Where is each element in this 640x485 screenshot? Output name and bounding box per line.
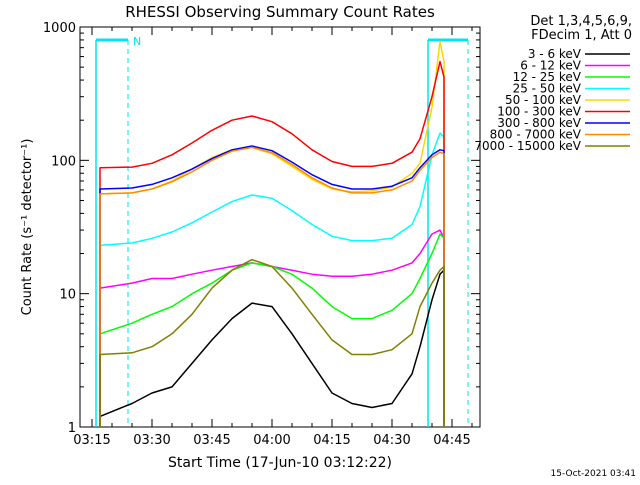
y-tick-label: 1000: [43, 21, 76, 36]
x-tick-label: 03:45: [193, 433, 230, 448]
series-line: [99, 60, 445, 427]
legend-title-line-1: Det 1,3,4,5,6,9,: [530, 14, 632, 29]
series-line: [99, 132, 445, 427]
legend-entry-label: 300 - 800 keV: [497, 116, 581, 130]
x-tick-label: 04:15: [313, 433, 350, 448]
series-line: [99, 229, 445, 427]
series-line: [99, 145, 445, 427]
legend-entry-label: 50 - 100 keV: [505, 93, 582, 107]
legend-title-line-2: FDecim 1, Att 0: [531, 28, 632, 43]
series-line: [99, 269, 445, 427]
y-tick-label: 100: [51, 154, 76, 169]
legend-entry-label: 12 - 25 keV: [513, 70, 582, 84]
y-axis-label: Count Rate (s⁻¹ detector⁻¹): [20, 139, 35, 316]
legend: Det 1,3,4,5,6,9, FDecim 1, Att 0 3 - 6 k…: [474, 14, 632, 153]
series-line: [99, 258, 445, 427]
y-tick-label: 1: [68, 421, 76, 436]
axis-layer: 03:15 03:30 03:45 04:00 04:15 04:30 04:45 1 10 10…: [43, 21, 480, 448]
x-tick-label: 04:30: [373, 433, 410, 448]
attenuator-markers: N: [95, 35, 469, 427]
state-marker-label: N: [133, 35, 141, 48]
chart-title: RHESSI Observing Summary Count Rates: [125, 3, 435, 21]
series-layer: [99, 40, 445, 427]
legend-entry-label: 6 - 12 keV: [520, 59, 582, 73]
legend-entry-label: 7000 - 15000 keV: [474, 139, 581, 153]
legend-entry-label: 3 - 6 keV: [528, 47, 582, 61]
x-axis-label: Start Time (17-Jun-10 03:12:22): [168, 455, 392, 471]
x-tick-label: 03:30: [133, 433, 170, 448]
series-line: [99, 146, 445, 427]
legend-entry-label: 100 - 300 keV: [497, 105, 581, 119]
legend-entry-label: 800 - 7000 keV: [490, 128, 582, 142]
x-tick-label: 03:15: [73, 433, 110, 448]
y-tick-label: 10: [59, 288, 76, 303]
x-tick-label: 04:45: [433, 433, 470, 448]
legend-entry-label: 25 - 50 keV: [513, 82, 582, 96]
x-tick-label: 04:00: [253, 433, 290, 448]
plot-frame: [79, 26, 481, 428]
generation-timestamp: 15-Oct-2021 03:41: [551, 469, 636, 479]
series-line: [99, 233, 445, 427]
